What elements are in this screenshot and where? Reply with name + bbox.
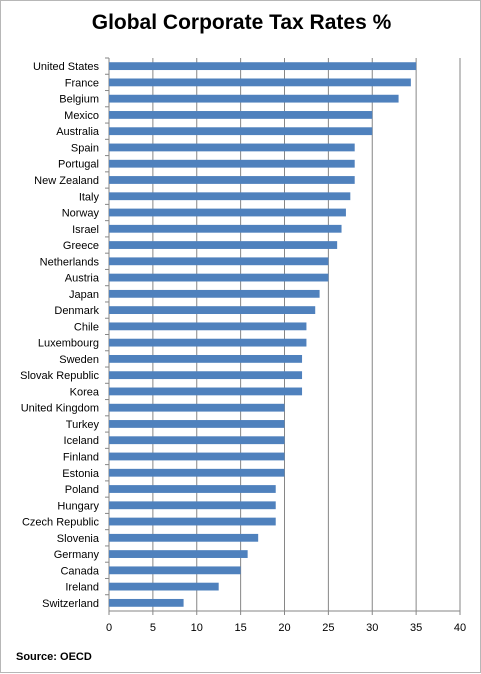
category-label: Estonia	[62, 468, 100, 480]
category-label: Spain	[71, 142, 99, 154]
category-label: France	[65, 77, 99, 89]
bar	[109, 289, 320, 298]
bar	[109, 501, 276, 510]
bar	[109, 159, 355, 168]
category-label: Japan	[69, 289, 99, 301]
x-tick-label: 5	[150, 622, 156, 634]
bar	[109, 224, 342, 233]
x-tick-label: 15	[235, 622, 247, 634]
bar	[109, 387, 303, 396]
category-label: Poland	[65, 484, 99, 496]
category-label: Czech Republic	[22, 517, 100, 529]
category-label: Korea	[70, 386, 100, 398]
bar	[109, 62, 417, 71]
bar	[109, 420, 285, 428]
category-label: Australia	[56, 126, 100, 138]
bar	[109, 403, 285, 412]
category-label: Germany	[54, 549, 100, 561]
bar	[109, 192, 351, 201]
tick-labels: 0 5 10 15 20 25 30 35 40	[106, 622, 466, 634]
bar	[109, 273, 329, 282]
category-label: Iceland	[64, 435, 99, 447]
x-tick-label: 35	[410, 622, 422, 634]
bar	[109, 517, 276, 526]
category-label: Hungary	[57, 500, 99, 512]
bar	[109, 143, 355, 152]
category-label: Finland	[63, 451, 99, 463]
x-tick-label: 25	[322, 622, 334, 634]
category-label: Luxembourg	[38, 338, 99, 350]
category-labels: United States France Belgium Mexico Australi…	[20, 61, 100, 610]
x-tick-label: 10	[191, 622, 203, 634]
category-label: Chile	[74, 321, 99, 333]
bar	[109, 566, 241, 575]
bar	[109, 582, 219, 591]
category-label: United Kingdom	[21, 403, 99, 415]
x-tick-label: 0	[106, 622, 112, 634]
bar	[109, 533, 259, 542]
category-label: Netherlands	[40, 256, 100, 268]
category-label: Norway	[62, 208, 100, 220]
category-label: United States	[33, 61, 100, 73]
bar	[109, 241, 338, 249]
bar	[109, 111, 373, 119]
category-label: New Zealand	[34, 175, 99, 187]
bar	[109, 468, 285, 477]
category-label: Switzerland	[42, 598, 99, 610]
category-label: Ireland	[65, 582, 99, 594]
bar	[109, 485, 276, 493]
category-label: Slovak Republic	[20, 370, 99, 382]
category-label: Greece	[63, 240, 99, 252]
x-tick-label: 40	[454, 622, 466, 634]
category-label: Denmark	[54, 305, 99, 317]
category-label: Canada	[60, 565, 99, 577]
category-label: Slovenia	[57, 533, 100, 545]
bar	[109, 208, 346, 217]
bar	[109, 176, 355, 184]
category-label: Portugal	[58, 159, 99, 171]
bar	[109, 94, 399, 103]
bar	[109, 78, 411, 87]
bars	[109, 62, 417, 607]
bar	[109, 322, 307, 331]
bar	[109, 257, 329, 266]
bar	[109, 354, 303, 363]
chart-title: Global Corporate Tax Rates %	[91, 11, 392, 34]
category-label: Belgium	[59, 94, 99, 106]
gridlines	[105, 57, 461, 615]
category-label: Turkey	[66, 419, 100, 431]
bar	[109, 452, 285, 461]
category-label: Mexico	[64, 110, 99, 122]
category-label: Sweden	[59, 354, 99, 366]
category-label: Austria	[65, 273, 100, 285]
bar	[109, 436, 285, 445]
bar	[109, 306, 316, 315]
x-tick-label: 30	[366, 622, 378, 634]
bar	[109, 598, 184, 607]
category-label: Israel	[72, 224, 99, 236]
x-tick-label: 20	[278, 622, 290, 634]
bar	[109, 338, 307, 347]
source-note: Source: OECD	[16, 651, 92, 663]
bar	[109, 371, 303, 380]
bar	[109, 550, 248, 558]
bar	[109, 127, 373, 136]
category-label: Italy	[79, 191, 100, 203]
